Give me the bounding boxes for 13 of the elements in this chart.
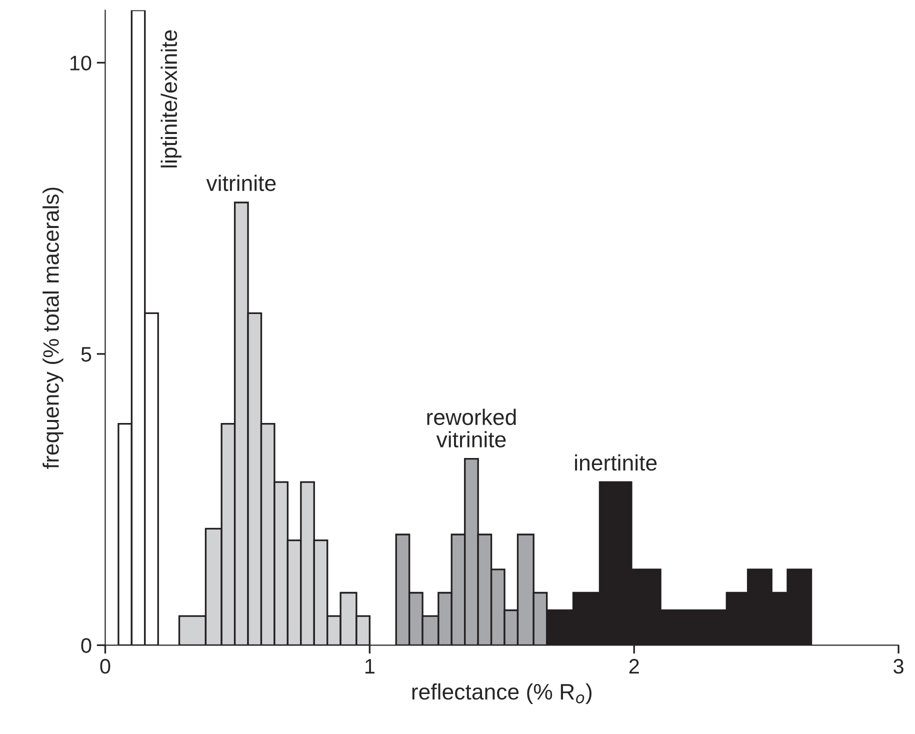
series-label: inertinite [575,454,657,471]
y-axis-title: frequency (% total macerals) [42,188,64,469]
y-tick-label: 5 [81,347,92,362]
x-tick-label: 1 [365,659,374,674]
text: liptinite/exinite [160,30,182,168]
series-label: vitrinite [206,174,276,192]
x-tick-label: 2 [629,658,639,674]
y-tick-label: 0 [81,638,92,653]
x-tick-label: 3 [894,658,904,674]
x-axis-title: reflectance (% R$_{o}$) [412,683,592,704]
y-tick-label: 10 [70,56,92,70]
x-tick-label: 0 [100,658,110,674]
series-label: reworked vitrinite [427,408,516,448]
